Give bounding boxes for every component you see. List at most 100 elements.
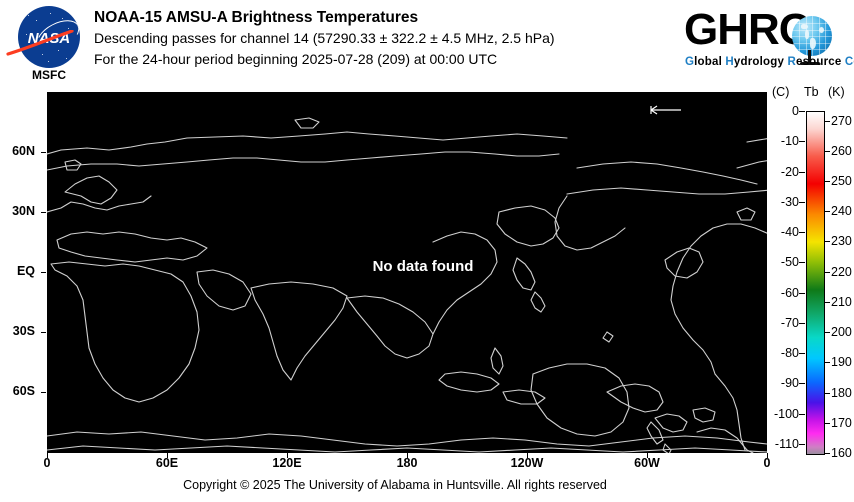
colorbar-tick-label-kelvin: 200 [831, 325, 852, 340]
y-axis-label: 60S [12, 384, 35, 398]
y-axis-tick [41, 212, 46, 213]
x-axis-tick [527, 453, 528, 458]
colorbar-tick-label-kelvin: 170 [831, 415, 852, 430]
x-axis-tick [167, 453, 168, 458]
title-block: NOAA-15 AMSU-A Brightness Temperatures D… [94, 8, 674, 70]
y-axis-label: 30S [12, 324, 35, 338]
y-axis-tick [41, 392, 46, 393]
nasa-msfc-logo: NASA MSFC [6, 4, 88, 84]
y-axis-label: 60N [12, 144, 35, 158]
y-axis-label: EQ [16, 264, 35, 278]
colorbar-tick-label-celsius: 0 [792, 104, 799, 118]
colorbar-tick-kelvin [824, 392, 830, 394]
x-axis-tick [767, 453, 768, 458]
colorbar-tick-kelvin [824, 211, 830, 213]
colorbar-tick-label-kelvin: 190 [831, 355, 852, 370]
world-coastlines [47, 105, 767, 453]
x-axis-label: 0 [43, 456, 51, 470]
colorbar-tick-label-kelvin: 260 [831, 143, 852, 158]
colorbar-left-scale [762, 0, 798, 502]
copyright-notice: Copyright © 2025 The University of Alaba… [183, 478, 607, 492]
colorbar-tick-kelvin [824, 120, 830, 122]
colorbar-tick-celsius [799, 443, 805, 445]
colorbar-tick-label-celsius: -60 [780, 285, 799, 300]
colorbar-tick-label-celsius: -90 [780, 376, 799, 391]
no-data-message: No data found [47, 92, 767, 453]
colorbar-tick-celsius [799, 201, 805, 203]
colorbar-tick-celsius [799, 413, 805, 415]
x-axis-label: 60E [155, 456, 179, 470]
colorbar-tick-label-kelvin: 220 [831, 264, 852, 279]
colorbar-tick-celsius [799, 141, 805, 143]
ghrc-globe-stand [808, 50, 811, 64]
colorbar-tick-kelvin [824, 332, 830, 334]
colorbar-tick-celsius [799, 111, 805, 112]
colorbar-gradient [806, 111, 825, 455]
x-axis-label: 180 [396, 456, 418, 470]
page-subtitle-channel: Descending passes for channel 14 (57290.… [94, 30, 555, 46]
x-axis-label: 60W [634, 456, 660, 470]
colorbar-tick-celsius [799, 262, 805, 264]
x-axis-label: 120W [510, 456, 544, 470]
colorbar-tick-label-celsius: -10 [780, 134, 799, 149]
colorbar-tick-kelvin [824, 271, 830, 273]
colorbar-tick-celsius [799, 383, 805, 385]
x-axis-label: 120E [272, 456, 302, 470]
page-subtitle-period: For the 24-hour period beginning 2025-07… [94, 51, 498, 67]
x-axis-tick [47, 453, 48, 458]
colorbar-tick-label-celsius: -80 [780, 346, 799, 361]
ghrc-tagline: Global Hydrology Resource Center [685, 56, 854, 68]
colorbar-tick-label-kelvin: 180 [831, 385, 852, 400]
colorbar-tick-label-kelvin: 230 [831, 234, 852, 249]
colorbar-header: (C) Tb (K) [772, 85, 854, 101]
colorbar-tick-label-celsius: -70 [780, 315, 799, 330]
colorbar-tick-kelvin [824, 453, 830, 454]
nasa-swoosh-icon [6, 30, 74, 56]
y-axis-tick [41, 332, 46, 333]
left-arrow-marker-icon [650, 105, 681, 115]
colorbar-header-celsius: (C) [772, 85, 790, 99]
ghrc-globe-icon [792, 16, 832, 56]
y-axis-tick [41, 152, 46, 153]
ghrc-wordmark: GHRC [684, 5, 811, 54]
y-axis-label: 30N [12, 204, 35, 218]
colorbar-tick-label-celsius: -40 [780, 225, 799, 240]
y-axis-labels: 60N 30N EQ 30S 60S [0, 92, 41, 453]
colorbar-tick-label-kelvin: 250 [831, 173, 852, 188]
nasa-center-label: MSFC [32, 68, 66, 82]
y-axis-ticks [0, 92, 47, 453]
colorbar-tick-label-celsius: -30 [780, 194, 799, 209]
no-data-text: No data found [372, 258, 474, 275]
y-axis-tick [41, 272, 46, 273]
colorbar-tick-label-celsius: -100 [773, 406, 799, 421]
colorbar-header-tb: Tb [804, 85, 819, 99]
colorbar-tick-kelvin [824, 301, 830, 303]
colorbar-tick-celsius [799, 232, 805, 234]
colorbar-tick-label-kelvin: 270 [831, 113, 852, 128]
colorbar-tick-kelvin [824, 362, 830, 364]
colorbar-tick-celsius [799, 171, 805, 173]
page-title: NOAA-15 AMSU-A Brightness Temperatures [94, 9, 419, 26]
colorbar-tick-label-kelvin: 160 [831, 446, 852, 460]
colorbar-tick-kelvin [824, 150, 830, 152]
colorbar-tick-kelvin [824, 422, 830, 424]
page-header: NASA MSFC NOAA-15 AMSU-A Brightness Temp… [0, 0, 854, 88]
colorbar-tick-celsius [799, 292, 805, 294]
map-canvas[interactable]: No data found [47, 92, 767, 453]
colorbar-tick-kelvin [824, 180, 830, 182]
x-axis-labels: 0 60E 120E 180 120W 60W 0 [0, 456, 790, 476]
x-axis-ticks [0, 453, 790, 459]
colorbar-header-kelvin: (K) [828, 85, 845, 99]
colorbar-tick-celsius [799, 353, 805, 355]
colorbar-tick-label-kelvin: 240 [831, 204, 852, 219]
colorbar-tick-label-celsius: -50 [780, 255, 799, 270]
colorbar-tick-label-kelvin: 210 [831, 294, 852, 309]
ghrc-globe-base [800, 62, 820, 65]
x-axis-label: 0 [763, 456, 771, 470]
colorbar-tick-label-celsius: -110 [774, 436, 799, 451]
colorbar-tick-kelvin [824, 241, 830, 243]
x-axis-tick [287, 453, 288, 458]
ghrc-logo: GHRC Global Hydrology Resource Center [680, 5, 854, 78]
x-axis-tick [647, 453, 648, 458]
colorbar-tick-celsius [799, 322, 805, 324]
